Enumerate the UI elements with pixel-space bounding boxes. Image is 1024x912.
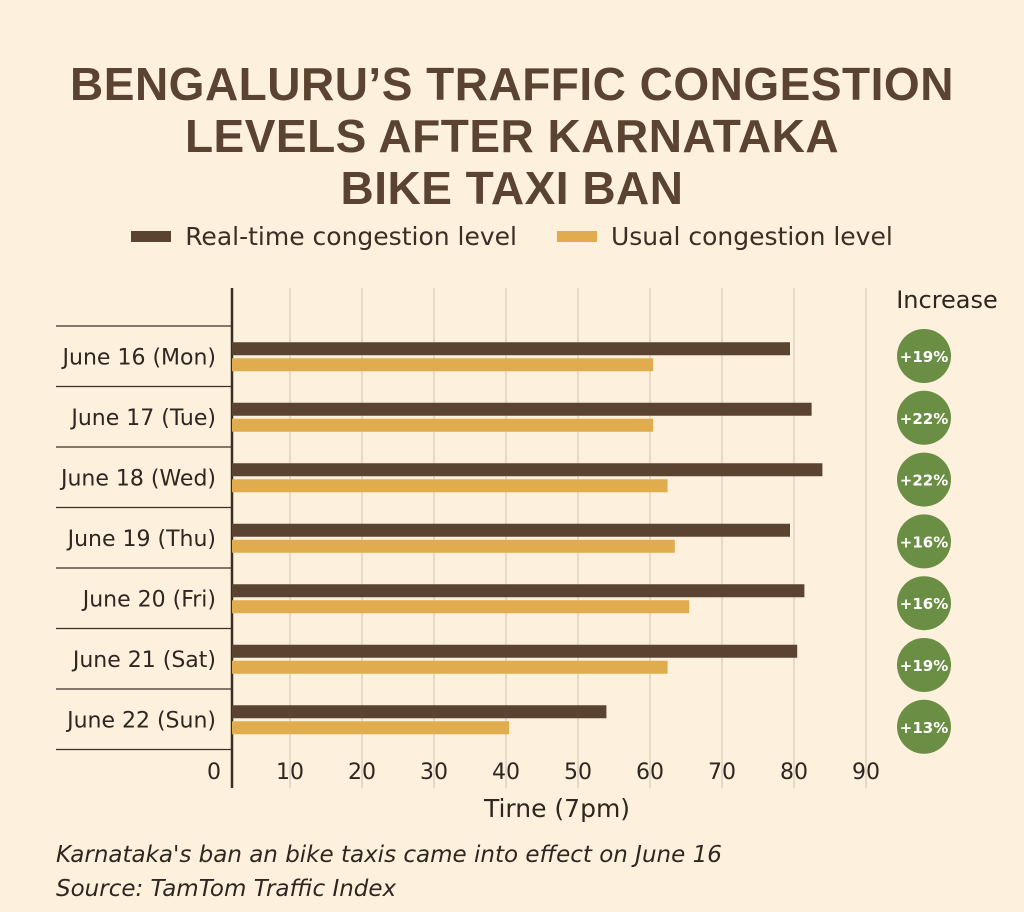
title-line: LEVELS AFTER KARNATAKA (184, 110, 840, 162)
x-tick-label: 90 (852, 760, 880, 785)
bar-realtime (232, 342, 790, 356)
x-tick-label: 50 (564, 760, 592, 785)
bar-realtime (232, 584, 805, 598)
x-tick-label: 70 (708, 760, 736, 785)
x-tick-label: 10 (276, 760, 304, 785)
increase-badge (897, 699, 951, 754)
legend-swatch-realtime (131, 231, 172, 242)
legend-swatch-usual (556, 231, 597, 242)
x-tick-label: 60 (636, 760, 664, 785)
bar-usual (232, 418, 654, 432)
increase-badge (897, 329, 951, 383)
category-label: June 19 (Thu) (66, 527, 216, 552)
increase-badge (897, 638, 951, 692)
category-label: June 21 (Sat) (71, 648, 216, 673)
category-label: June 20 (Fri) (81, 587, 216, 612)
chart-title: BENGALURU’S TRAFFIC CONGESTION LEVELS AF… (0, 58, 1024, 214)
bar-realtime (232, 402, 812, 416)
increase-badge (897, 514, 951, 569)
legend-item-realtime: Real-time congestion level (131, 222, 517, 251)
increase-badge-label: +22% (900, 410, 948, 428)
x-axis-title: Tirne (7pm) (483, 794, 631, 823)
legend-label-usual: Usual congestion level (610, 222, 893, 251)
x-tick-label: 20 (348, 760, 376, 785)
bar-usual (232, 660, 668, 674)
legend-label-realtime: Real-time congestion level (185, 222, 517, 251)
increase-badge (897, 576, 951, 631)
legend: Real-time congestion level Usual congest… (0, 222, 1024, 251)
title-line: BIKE TAXI BAN (340, 162, 684, 214)
x-tick-label: 30 (420, 760, 448, 785)
footnote-note: Karnataka's ban an bike taxis came into … (56, 842, 722, 868)
x-tick-label: 80 (780, 760, 808, 785)
x-tick-label: 40 (492, 760, 520, 785)
increase-badge-label: +19% (900, 348, 948, 366)
category-label: June 16 (Mon) (61, 345, 216, 370)
increase-badge-label: +16% (900, 595, 948, 613)
category-label: June 22 (Sun) (65, 708, 216, 733)
title-line: BENGALURU’S TRAFFIC CONGESTION (70, 58, 954, 110)
bar-usual (232, 721, 510, 735)
category-label: June 17 (Tue) (69, 406, 216, 431)
footnote-source: Source: TamTom Traffic Index (56, 876, 397, 902)
category-label: June 18 (Wed) (59, 466, 216, 491)
increase-badge-label: +22% (900, 472, 948, 490)
bar-realtime (232, 644, 798, 658)
increase-badge (897, 452, 951, 507)
increase-badge-label: +16% (900, 533, 948, 551)
bar-realtime (232, 705, 607, 719)
legend-item-usual: Usual congestion level (556, 222, 893, 251)
bar-usual (232, 539, 675, 553)
increase-badge-label: +19% (900, 657, 948, 675)
increase-badge (897, 390, 951, 445)
bar-realtime (232, 523, 790, 537)
x-tick-label: 0 (207, 760, 221, 785)
bar-realtime (232, 463, 823, 477)
increase-header: Increase (896, 286, 998, 314)
bar-usual (232, 600, 690, 614)
bar-usual (232, 358, 654, 372)
increase-badge-label: +13% (900, 719, 948, 737)
bar-usual (232, 479, 668, 493)
